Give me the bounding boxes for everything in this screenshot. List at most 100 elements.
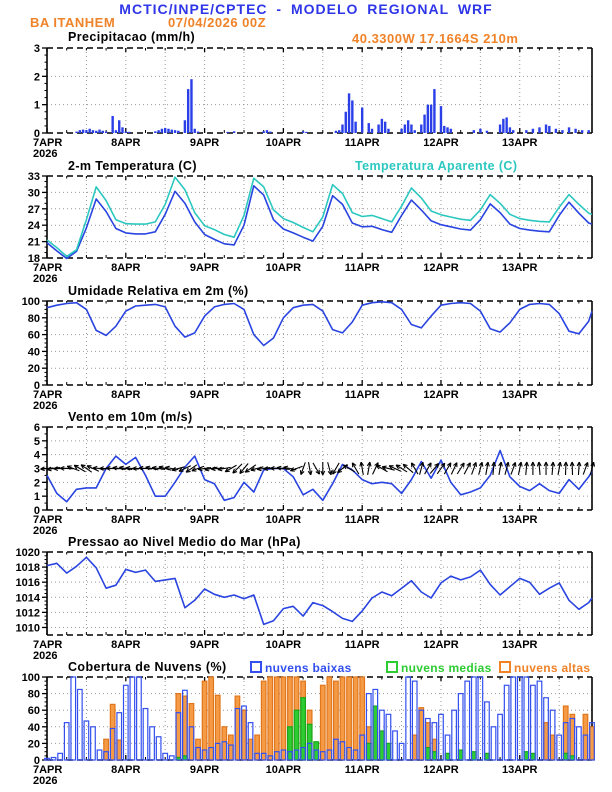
cloud-bar xyxy=(543,697,549,761)
cloud-bar xyxy=(457,692,464,761)
y-tick-label: 27 xyxy=(28,204,40,216)
precip-bar xyxy=(479,128,482,133)
cloud-bar xyxy=(293,749,300,761)
precip-bar xyxy=(508,127,512,133)
cloud-bar xyxy=(378,709,385,761)
cloud-bar xyxy=(385,742,392,761)
x-tick-label: 8APR xyxy=(111,137,140,149)
precip-bar xyxy=(124,131,127,133)
x-axis-year-label: 2026 xyxy=(33,400,57,412)
cloud-bar xyxy=(273,676,280,761)
cloud-bar xyxy=(70,676,77,761)
cloud-bar xyxy=(365,692,372,761)
precip-bar xyxy=(167,128,170,133)
precip-bar xyxy=(439,106,443,133)
precip-bar xyxy=(485,130,489,133)
x-tick-label: 10APR xyxy=(266,389,302,401)
legend-item-low-clouds: nuvens baixas xyxy=(250,661,352,674)
y-tick-label: 1014 xyxy=(16,592,41,604)
cloud-bar xyxy=(300,746,306,761)
cloud-bar xyxy=(346,746,352,761)
cloud-bar xyxy=(451,709,458,761)
x-tick-label: 12APR xyxy=(423,262,459,274)
cloud-bar xyxy=(109,727,116,761)
cloud-bar xyxy=(418,707,425,761)
cloud-bar xyxy=(510,676,517,761)
y-tick-label: 0 xyxy=(34,128,40,140)
x-tick-label: 13APR xyxy=(502,137,538,149)
cloud-bar xyxy=(549,709,556,761)
x-tick-label: 9APR xyxy=(190,389,219,401)
panel-temperature: 18 21 24 27 30 33 7APR 8APR 9APR 10APR 11APR 12APR 1… xyxy=(28,171,593,285)
cloud-bar xyxy=(280,676,287,761)
x-tick-label: 7APR xyxy=(33,389,62,401)
panel-title-pressure: Pressao ao Nivel Medio do Mar (hPa) xyxy=(68,535,301,549)
y-tick-label: 40 xyxy=(28,346,40,358)
cloud-bar xyxy=(241,709,247,761)
cloud-bar xyxy=(214,694,221,761)
precip-bar xyxy=(118,120,121,133)
cloud-bar xyxy=(411,680,418,761)
y-tick-label: 1010 xyxy=(16,622,40,634)
x-tick-label: 8APR xyxy=(111,639,140,651)
cloud-bar xyxy=(188,726,195,761)
cloud-bar xyxy=(359,676,366,761)
y-tick-label: 20 xyxy=(28,738,40,750)
precip-bar xyxy=(531,128,535,133)
x-tick-label: 11APR xyxy=(345,389,380,401)
precip-bar xyxy=(406,120,410,133)
y-tick-label: 5 xyxy=(34,436,40,448)
precip-bar xyxy=(269,131,272,133)
precip-bar xyxy=(387,128,390,133)
cloud-bar xyxy=(438,713,444,761)
cloud-bar xyxy=(195,738,201,761)
precip-bar xyxy=(81,129,85,133)
precip-bar xyxy=(104,131,108,133)
x-tick-label: 8APR xyxy=(111,764,140,776)
x-tick-label: 11APR xyxy=(345,639,380,651)
x-tick-label: 13APR xyxy=(502,764,538,776)
cloud-bar xyxy=(562,722,569,761)
low-clouds-swatch-icon xyxy=(250,661,262,673)
precip-bar xyxy=(574,128,577,133)
y-tick-label: 60 xyxy=(28,705,40,717)
precip-bar xyxy=(111,116,114,133)
cloud-bar xyxy=(181,695,188,761)
cloud-bar xyxy=(490,726,497,761)
precip-bar xyxy=(449,128,453,133)
panel-title-wind: Vento em 10m (m/s) xyxy=(68,410,193,424)
cloud-bar xyxy=(523,676,530,761)
precip-bar xyxy=(377,124,380,133)
x-tick-label: 10APR xyxy=(266,262,302,274)
x-tick-label: 7APR xyxy=(33,514,62,526)
precip-bar xyxy=(186,89,190,133)
cloud-bar xyxy=(326,749,333,761)
x-tick-label: 13APR xyxy=(502,639,538,651)
station-label: BA ITANHEM xyxy=(30,15,116,30)
model-run-label: 07/04/2026 00Z xyxy=(168,15,267,30)
cloud-bar xyxy=(569,755,576,761)
cloud-bar xyxy=(149,726,155,761)
cloud-bar xyxy=(411,734,418,761)
precip-bar xyxy=(420,124,423,133)
cloud-bar xyxy=(287,751,293,761)
precip-bar xyxy=(433,89,436,133)
precip-bar xyxy=(262,131,265,133)
cloud-bar xyxy=(227,744,234,761)
cloud-bar xyxy=(234,695,241,761)
cloud-bar xyxy=(168,755,175,761)
series-line-Temperatura-Aparente xyxy=(46,176,593,258)
cloud-bar xyxy=(109,703,116,761)
cloud-bar xyxy=(352,676,359,761)
cloud-bar xyxy=(254,752,261,761)
x-tick-label: 12APR xyxy=(423,639,459,651)
cloud-bar xyxy=(247,722,254,761)
cloud-bar xyxy=(181,689,188,761)
cloud-bar xyxy=(516,676,523,761)
precip-bar xyxy=(170,129,173,133)
precip-bar xyxy=(544,124,548,133)
precip-bar xyxy=(127,131,131,133)
cloud-bar xyxy=(273,751,280,761)
cloud-bar xyxy=(122,684,129,761)
precip-bar xyxy=(512,130,515,133)
